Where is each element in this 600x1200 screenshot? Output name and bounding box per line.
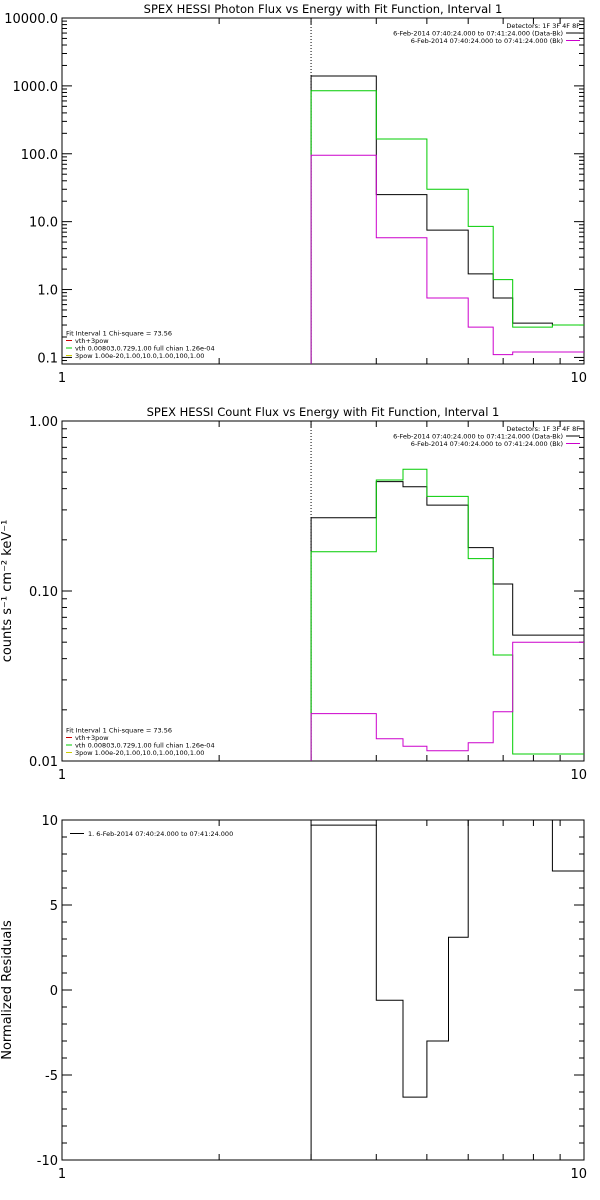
x-tick-label: 10 (570, 1167, 587, 1182)
legend-entry: 6-Feb-2014 07:40:24.000 to 07:41:24.000 … (393, 433, 563, 441)
series-group (310, 75, 584, 364)
y-axis-label: counts s⁻¹ cm⁻² keV⁻¹ (0, 520, 15, 663)
y-tick-label: 1.00 (29, 415, 58, 430)
plot-frame (61, 17, 585, 365)
legend-entry: vth+3pow (75, 337, 109, 345)
y-tick-label: 1000.0 (13, 80, 59, 95)
y-tick-label: -10 (37, 1154, 58, 1169)
y-tick-label: -5 (45, 1069, 58, 1084)
y-tick-label: 5 (50, 899, 58, 914)
series-1-line (310, 468, 584, 761)
series-1-line (310, 90, 584, 364)
y-tick-label: 1.0 (37, 284, 58, 299)
legend-entry: 3pow 1.00e-20,1.00,10.0,1.00,100,1.00 (75, 749, 204, 757)
x-tick-label: 10 (570, 768, 587, 783)
series-0-line (310, 481, 584, 761)
y-tick-label: 10 (41, 814, 58, 829)
y-axis-label: Normalized Residuals (0, 920, 15, 1060)
y-tick-label: 0 (50, 984, 58, 999)
plot-frame (61, 420, 585, 762)
legend-entry: vth+3pow (75, 734, 109, 742)
series-group (310, 819, 584, 1160)
legend-entry: vth 0.00803,0.729,1.00 full chian 1.26e-… (75, 345, 215, 353)
y-tick-label: 10000.0 (4, 12, 58, 27)
legend-header: Detectors: 1F 3F 4F 8F (506, 425, 580, 433)
chart-title: SPEX HESSI Count Flux vs Energy with Fit… (147, 405, 500, 419)
y-tick-label: 0.01 (29, 755, 58, 770)
series-2-line (310, 641, 584, 761)
y-tick-label: 10.0 (29, 216, 58, 231)
series-0-line (310, 819, 584, 1160)
legend-entry: 3pow 1.00e-20,1.00,10.0,1.00,100,1.00 (75, 352, 204, 360)
chart-title: SPEX HESSI Photon Flux vs Energy with Fi… (144, 2, 503, 16)
series-2-line (310, 154, 584, 364)
x-tick-label: 1 (58, 371, 66, 386)
y-tick-label: 0.1 (37, 351, 58, 366)
legend-entry: 1. 6-Feb-2014 07:40:24.000 to 07:41:24.0… (88, 830, 233, 838)
series-0-line (310, 75, 584, 364)
series-group (310, 468, 584, 761)
y-tick-label: 100.0 (21, 148, 58, 163)
legend-header: Fit Interval 1 Chi-square = 73.56 (66, 330, 172, 338)
x-tick-label: 10 (570, 371, 587, 386)
legend-entry: vth 0.00803,0.729,1.00 full chian 1.26e-… (75, 742, 215, 750)
x-tick-label: 1 (58, 1167, 66, 1182)
plot-frame (61, 819, 585, 1161)
x-tick-label: 1 (58, 768, 66, 783)
legend-header: Fit Interval 1 Chi-square = 73.56 (66, 727, 172, 735)
legend-entry: 6-Feb-2014 07:40:24.000 to 07:41:24.000 … (411, 440, 563, 448)
y-tick-label: 0.10 (29, 585, 58, 600)
legend-header: Detectors: 1F 3F 4F 8F (506, 22, 580, 30)
legend-entry: 6-Feb-2014 07:40:24.000 to 07:41:24.000 … (411, 37, 563, 45)
legend-entry: 6-Feb-2014 07:40:24.000 to 07:41:24.000 … (393, 30, 563, 38)
